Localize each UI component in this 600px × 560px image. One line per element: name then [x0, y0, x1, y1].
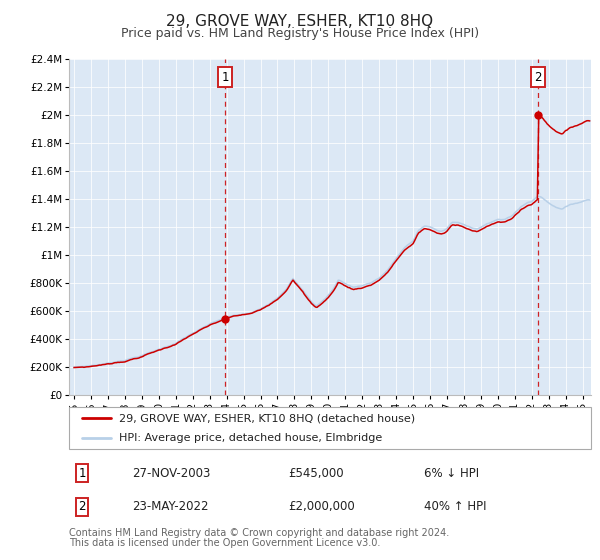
- Text: £545,000: £545,000: [288, 466, 344, 480]
- Text: 2: 2: [535, 71, 542, 83]
- Text: This data is licensed under the Open Government Licence v3.0.: This data is licensed under the Open Gov…: [69, 538, 380, 548]
- Text: 2: 2: [78, 500, 86, 514]
- Text: 27-NOV-2003: 27-NOV-2003: [131, 466, 210, 480]
- Text: 23-MAY-2022: 23-MAY-2022: [131, 500, 208, 514]
- Text: 29, GROVE WAY, ESHER, KT10 8HQ (detached house): 29, GROVE WAY, ESHER, KT10 8HQ (detached…: [119, 413, 415, 423]
- Text: £2,000,000: £2,000,000: [288, 500, 355, 514]
- Text: 6% ↓ HPI: 6% ↓ HPI: [424, 466, 479, 480]
- Text: Price paid vs. HM Land Registry's House Price Index (HPI): Price paid vs. HM Land Registry's House …: [121, 27, 479, 40]
- Text: HPI: Average price, detached house, Elmbridge: HPI: Average price, detached house, Elmb…: [119, 433, 382, 443]
- Text: Contains HM Land Registry data © Crown copyright and database right 2024.: Contains HM Land Registry data © Crown c…: [69, 528, 449, 538]
- Text: 1: 1: [221, 71, 229, 83]
- Text: 40% ↑ HPI: 40% ↑ HPI: [424, 500, 487, 514]
- FancyBboxPatch shape: [69, 407, 591, 449]
- Text: 1: 1: [78, 466, 86, 480]
- Text: 29, GROVE WAY, ESHER, KT10 8HQ: 29, GROVE WAY, ESHER, KT10 8HQ: [166, 14, 434, 29]
